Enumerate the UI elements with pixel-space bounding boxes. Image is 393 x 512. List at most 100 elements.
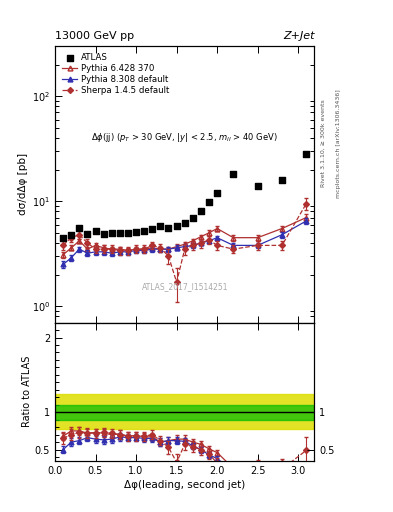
Pythia 6.428 370: [166, 246, 171, 252]
Pythia 8.308 default: [69, 254, 73, 261]
Sherpa 1.4.5 default: [61, 242, 66, 248]
Pythia 8.308 default: [215, 234, 220, 241]
ATLAS: [117, 229, 123, 237]
Pythia 6.428 370: [231, 234, 236, 241]
Pythia 8.308 default: [158, 246, 163, 252]
ATLAS: [255, 182, 261, 190]
Pythia 6.428 370: [207, 230, 211, 236]
Pythia 8.308 default: [150, 246, 155, 252]
Pythia 6.428 370: [118, 246, 122, 252]
Sherpa 1.4.5 default: [255, 242, 260, 248]
Line: Pythia 6.428 370: Pythia 6.428 370: [61, 215, 309, 257]
ATLAS: [190, 214, 196, 222]
Pythia 8.308 default: [126, 249, 130, 255]
ATLAS: [165, 224, 172, 232]
Pythia 8.308 default: [77, 246, 82, 252]
Pythia 8.308 default: [61, 262, 66, 268]
ATLAS: [198, 207, 204, 216]
Pythia 6.428 370: [93, 242, 98, 248]
Pythia 6.428 370: [215, 225, 220, 231]
ATLAS: [230, 170, 237, 179]
Pythia 8.308 default: [207, 238, 211, 244]
Pythia 8.308 default: [134, 247, 138, 253]
Pythia 8.308 default: [304, 218, 309, 224]
Pythia 6.428 370: [255, 234, 260, 241]
Pythia 8.308 default: [198, 240, 203, 246]
ATLAS: [92, 227, 99, 235]
ATLAS: [101, 230, 107, 238]
ATLAS: [303, 150, 309, 158]
Pythia 6.428 370: [142, 246, 147, 252]
Pythia 6.428 370: [198, 233, 203, 240]
Text: Z+Jet: Z+Jet: [283, 31, 314, 40]
Sherpa 1.4.5 default: [118, 247, 122, 253]
ATLAS: [182, 219, 188, 227]
Pythia 6.428 370: [61, 251, 66, 258]
Y-axis label: Ratio to ATLAS: Ratio to ATLAS: [22, 356, 32, 428]
Pythia 8.308 default: [166, 246, 171, 252]
ATLAS: [108, 229, 115, 237]
ATLAS: [157, 222, 163, 230]
Pythia 6.428 370: [150, 245, 155, 251]
Sherpa 1.4.5 default: [126, 247, 130, 253]
Text: ATLAS_2017_I1514251: ATLAS_2017_I1514251: [141, 282, 228, 291]
Pythia 6.428 370: [304, 215, 309, 221]
Pythia 6.428 370: [101, 245, 106, 251]
Pythia 8.308 default: [118, 249, 122, 255]
ATLAS: [173, 222, 180, 230]
Pythia 6.428 370: [182, 241, 187, 247]
Pythia 8.308 default: [255, 242, 260, 248]
Pythia 6.428 370: [134, 246, 138, 252]
Sherpa 1.4.5 default: [280, 242, 285, 248]
Pythia 6.428 370: [109, 246, 114, 252]
Pythia 6.428 370: [174, 244, 179, 250]
Pythia 8.308 default: [182, 244, 187, 250]
Sherpa 1.4.5 default: [134, 246, 138, 252]
Y-axis label: dσ/dΔφ [pb]: dσ/dΔφ [pb]: [18, 153, 28, 216]
Sherpa 1.4.5 default: [150, 242, 155, 248]
Pythia 6.428 370: [280, 225, 285, 231]
Pythia 8.308 default: [231, 242, 236, 248]
Sherpa 1.4.5 default: [174, 279, 179, 285]
Pythia 6.428 370: [85, 246, 90, 252]
Legend: ATLAS, Pythia 6.428 370, Pythia 8.308 default, Sherpa 1.4.5 default: ATLAS, Pythia 6.428 370, Pythia 8.308 de…: [59, 50, 172, 98]
Pythia 8.308 default: [191, 242, 195, 248]
ATLAS: [206, 198, 212, 206]
Pythia 8.308 default: [142, 247, 147, 253]
Text: Rivet 3.1.10, ≥ 300k events: Rivet 3.1.10, ≥ 300k events: [320, 99, 325, 187]
Pythia 8.308 default: [109, 250, 114, 257]
Text: mcplots.cern.ch [arXiv:1306.3436]: mcplots.cern.ch [arXiv:1306.3436]: [336, 89, 341, 198]
Pythia 8.308 default: [101, 249, 106, 255]
Sherpa 1.4.5 default: [142, 246, 147, 252]
Pythia 6.428 370: [191, 238, 195, 244]
Sherpa 1.4.5 default: [101, 246, 106, 252]
ATLAS: [149, 225, 156, 233]
X-axis label: Δφ(leading, second jet): Δφ(leading, second jet): [124, 480, 245, 490]
ATLAS: [76, 224, 83, 232]
Sherpa 1.4.5 default: [166, 253, 171, 259]
Text: $\Delta\phi$(jj) ($p_T$ > 30 GeV, $|y|$ < 2.5, $m_{ll}$ > 40 GeV): $\Delta\phi$(jj) ($p_T$ > 30 GeV, $|y|$ …: [91, 131, 278, 144]
Pythia 6.428 370: [158, 246, 163, 252]
ATLAS: [68, 230, 74, 239]
Sherpa 1.4.5 default: [93, 246, 98, 252]
ATLAS: [141, 227, 147, 235]
ATLAS: [133, 228, 139, 236]
Sherpa 1.4.5 default: [158, 245, 163, 251]
Sherpa 1.4.5 default: [207, 237, 211, 243]
Sherpa 1.4.5 default: [215, 242, 220, 248]
Pythia 6.428 370: [69, 245, 73, 251]
Sherpa 1.4.5 default: [304, 201, 309, 207]
Pythia 8.308 default: [174, 245, 179, 251]
Pythia 8.308 default: [93, 249, 98, 255]
Pythia 8.308 default: [280, 231, 285, 238]
ATLAS: [60, 233, 66, 242]
Sherpa 1.4.5 default: [182, 246, 187, 252]
Sherpa 1.4.5 default: [77, 231, 82, 238]
ATLAS: [279, 176, 285, 184]
Sherpa 1.4.5 default: [198, 240, 203, 246]
Line: Pythia 8.308 default: Pythia 8.308 default: [61, 219, 309, 267]
Sherpa 1.4.5 default: [85, 240, 90, 246]
Pythia 6.428 370: [126, 247, 130, 253]
Sherpa 1.4.5 default: [109, 246, 114, 252]
ATLAS: [125, 229, 131, 237]
